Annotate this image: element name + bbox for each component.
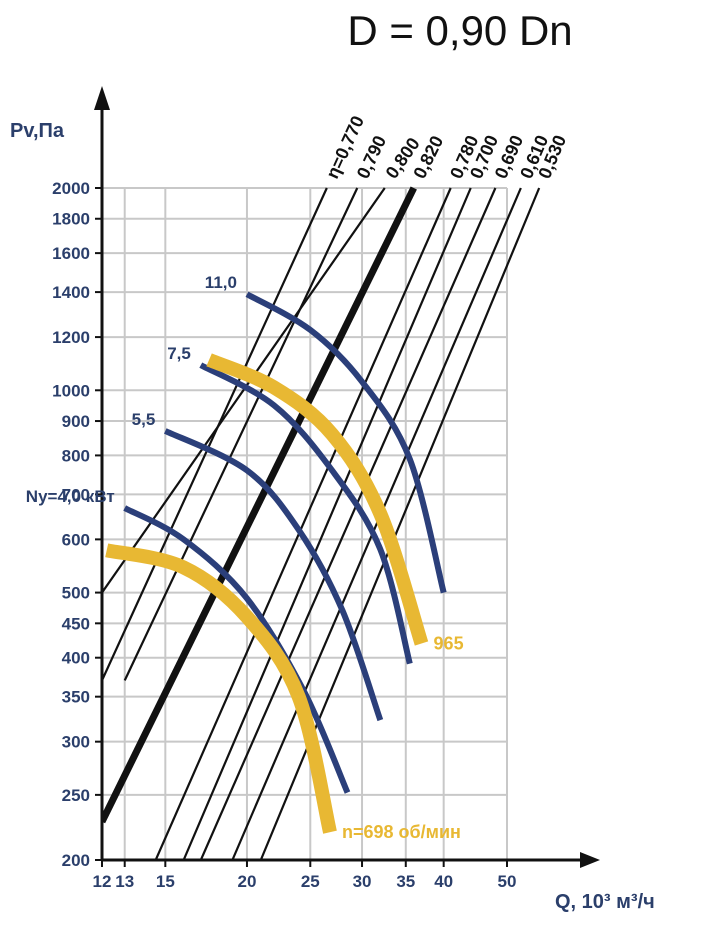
speed-curves: [105, 353, 429, 834]
x-tick-label: 30: [353, 872, 372, 891]
x-axis-arrow: [580, 852, 600, 868]
labels: η=0,7700,7900,8000,8200,7800,7000,6900,6…: [26, 113, 570, 842]
power-curve: [163, 428, 384, 722]
x-tick-label: 15: [156, 872, 175, 891]
x-tick-label: 20: [238, 872, 257, 891]
y-tick-label: 500: [62, 584, 90, 603]
power-curves: [123, 291, 447, 794]
x-tick-label: 25: [301, 872, 320, 891]
x-tick-label: 13: [115, 872, 134, 891]
power-curve: [199, 362, 413, 665]
speed-curve: [206, 353, 429, 646]
speed-label: 965: [434, 633, 464, 653]
y-tick-label: 1000: [52, 381, 90, 400]
power-label: Ny=4,0 кВт: [26, 487, 115, 506]
efficiency-line: [102, 186, 417, 824]
efficiency-line: [102, 187, 328, 681]
y-tick-label: 2000: [52, 179, 90, 198]
y-tick-label: 1600: [52, 244, 90, 263]
power-label: 11,0: [205, 273, 237, 292]
speed-curve: [105, 543, 337, 834]
y-tick-label: 1400: [52, 283, 90, 302]
power-label: 5,5: [132, 410, 156, 429]
y-tick-label: 800: [62, 446, 90, 465]
y-tick-label: 200: [62, 851, 90, 870]
y-tick-label: 700: [62, 485, 90, 504]
efficiency-line: [199, 187, 497, 860]
y-tick-label: 1200: [52, 328, 90, 347]
power-curve: [245, 291, 447, 594]
efficiency-line: [154, 187, 452, 860]
power-label: 7,5: [167, 344, 191, 363]
x-tick-label: 12: [93, 872, 112, 891]
y-tick-label: 450: [62, 614, 90, 633]
y-tick-label: 300: [62, 733, 90, 752]
speed-label: n=698 об/мин: [342, 822, 461, 842]
y-tick-label: 900: [62, 412, 90, 431]
y-axis-arrow: [94, 86, 110, 110]
x-tick-label: 50: [498, 872, 517, 891]
y-tick-label: 400: [62, 649, 90, 668]
y-axis-title: Pv,Па: [10, 120, 65, 142]
power-curve: [123, 505, 351, 794]
efficiency-line: [231, 187, 522, 860]
efficiency-line: [102, 187, 386, 594]
x-tick-label: 35: [396, 872, 415, 891]
x-tick-label: 40: [434, 872, 453, 891]
y-tick-label: 250: [62, 786, 90, 805]
efficiency-line: [123, 187, 359, 681]
axes: 12 13 15 20 25 30 35 40 50 200 250 300 350 400 450 500 6…: [52, 86, 600, 891]
efficiency-lines: [102, 186, 541, 860]
y-tick-label: 600: [62, 530, 90, 549]
efficiency-line: [182, 187, 472, 860]
chart-title: D = 0,90 Dn: [347, 7, 572, 54]
y-tick-label: 1800: [52, 210, 90, 229]
x-axis-title: Q, 10³ м³/ч: [555, 891, 655, 913]
y-tick-label: 350: [62, 688, 90, 707]
